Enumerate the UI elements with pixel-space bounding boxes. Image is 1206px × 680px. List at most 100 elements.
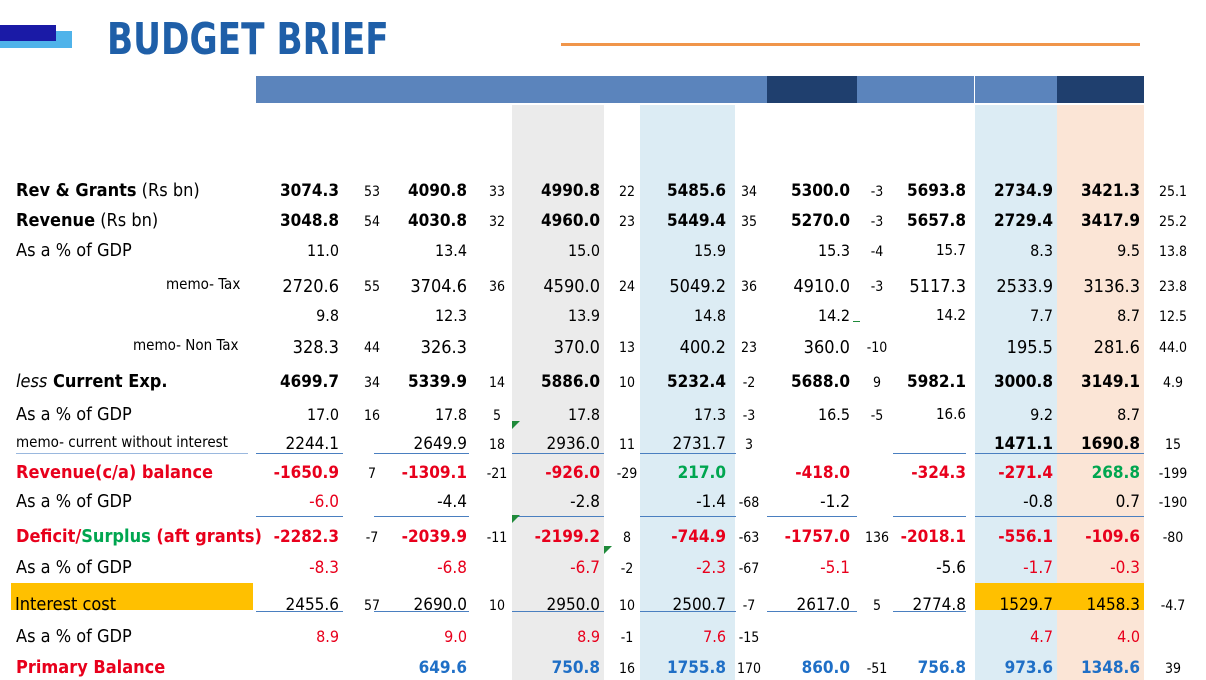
value-cell: -1.7 — [1023, 558, 1053, 578]
value-cell: 13.4 — [434, 241, 467, 260]
change-cell: -63 — [738, 530, 760, 546]
comment-marker — [604, 546, 612, 554]
label-main: Rev & Grants — [16, 180, 137, 201]
change-cell: 13 — [618, 340, 636, 356]
value-cell: 7.7 — [1030, 306, 1053, 325]
value-cell: -1650.9 — [273, 463, 339, 483]
value-cell: 217.0 — [677, 463, 726, 483]
change-cell: 9 — [872, 375, 881, 391]
value-cell: 2690.0 — [413, 595, 468, 615]
value-cell: 4990.8 — [540, 181, 600, 201]
value-cell: 16.6 — [935, 405, 966, 423]
accent-bar-dark — [0, 25, 56, 41]
value-cell: 5270.0 — [790, 211, 850, 231]
change-cell: 57 — [363, 598, 381, 614]
value-cell: 1690.8 — [1080, 434, 1140, 454]
value-cell: 5886.0 — [540, 372, 600, 392]
value-cell: 15.7 — [935, 241, 966, 259]
label-unit: (Rs bn) — [136, 180, 200, 201]
interest-label-highlight — [11, 583, 253, 610]
value-cell: 17.0 — [306, 405, 339, 424]
change-cell: 23 — [740, 340, 758, 356]
value-cell: 973.6 — [1004, 658, 1053, 678]
label-surplus: Surplus — [81, 526, 151, 547]
value-cell: -418.0 — [795, 463, 850, 483]
value-cell: -6.8 — [437, 558, 467, 578]
value-cell: 326.3 — [420, 337, 467, 358]
value-cell: 1471.1 — [993, 434, 1053, 454]
change-cell: 4.9 — [1162, 375, 1184, 391]
header-bar-2026 — [767, 76, 857, 103]
row-rule — [256, 453, 343, 454]
value-cell: 15.9 — [693, 241, 726, 260]
value-cell: -5.1 — [820, 558, 850, 578]
value-cell: 5339.9 — [407, 372, 467, 392]
change-cell: 8 — [622, 530, 631, 546]
value-cell: 2533.9 — [996, 276, 1053, 297]
cell-dash — [853, 321, 860, 322]
row-rule — [512, 611, 604, 612]
value-cell: 17.8 — [567, 405, 600, 424]
change-cell: -3 — [870, 184, 884, 200]
value-cell: -324.3 — [911, 463, 966, 483]
value-cell: 3417.9 — [1080, 211, 1140, 231]
change-cell: 3 — [744, 437, 753, 453]
value-cell: 5232.4 — [666, 372, 726, 392]
value-cell: 750.8 — [551, 658, 600, 678]
value-cell: 15.0 — [567, 241, 600, 260]
change-cell: -190 — [1158, 495, 1188, 511]
value-cell: 2617.0 — [796, 595, 851, 615]
change-cell: 39 — [1164, 661, 1182, 677]
row-label: As a % of GDP — [16, 404, 132, 425]
change-cell: 53 — [363, 184, 381, 200]
change-cell: -29 — [616, 466, 638, 482]
label-unit: (Rs bn) — [95, 210, 159, 231]
value-cell: -2.3 — [696, 558, 726, 578]
value-cell: 281.6 — [1093, 337, 1140, 358]
value-cell: 328.3 — [292, 337, 339, 358]
value-cell: 16.5 — [817, 405, 850, 424]
value-cell: 8.9 — [316, 627, 339, 646]
row-label: Rev & Grants (Rs bn) — [16, 182, 200, 200]
value-cell: 5485.6 — [666, 181, 726, 201]
value-cell: 12.3 — [434, 306, 467, 325]
change-cell: -3 — [870, 214, 884, 230]
value-cell: 9.8 — [316, 306, 339, 325]
change-cell: 25.2 — [1158, 214, 1188, 230]
value-cell: 9.5 — [1117, 241, 1140, 260]
row-rule — [975, 453, 1144, 454]
row-rule — [512, 453, 604, 454]
change-cell: -15 — [738, 630, 760, 646]
row-rule — [767, 516, 857, 517]
value-cell: 15.3 — [817, 241, 850, 260]
value-cell: 1529.7 — [999, 595, 1054, 615]
value-cell: 9.0 — [444, 627, 467, 646]
value-cell: 756.8 — [917, 658, 966, 678]
value-cell: 2731.7 — [672, 434, 727, 454]
value-cell: 11.0 — [306, 241, 339, 260]
value-cell: -1309.1 — [401, 463, 467, 483]
change-cell: 44 — [363, 340, 381, 356]
value-cell: -2199.2 — [534, 527, 600, 547]
change-cell: 7 — [367, 466, 376, 482]
label-aft-grants: (aft grants) — [150, 526, 262, 547]
value-cell: 4.7 — [1030, 627, 1053, 646]
change-cell: 23.8 — [1158, 279, 1188, 295]
row-label: Revenue (Rs bn) — [16, 212, 158, 230]
value-cell: 860.0 — [801, 658, 850, 678]
interest-highlight-july — [975, 583, 1144, 610]
row-rule — [893, 611, 966, 612]
header-bar-left — [256, 76, 767, 103]
change-cell: 36 — [740, 279, 758, 295]
value-cell: -2282.3 — [273, 527, 339, 547]
value-cell: 4030.8 — [407, 211, 467, 231]
change-cell: -2 — [620, 561, 634, 577]
value-cell: -1757.0 — [784, 527, 850, 547]
change-cell: 10 — [618, 598, 636, 614]
value-cell: 3421.3 — [1080, 181, 1140, 201]
change-cell: 5 — [872, 598, 881, 614]
row-label: memo- Tax — [166, 275, 241, 293]
comment-marker — [512, 421, 520, 429]
value-cell: 17.8 — [434, 405, 467, 424]
value-cell: -1.2 — [820, 492, 850, 512]
